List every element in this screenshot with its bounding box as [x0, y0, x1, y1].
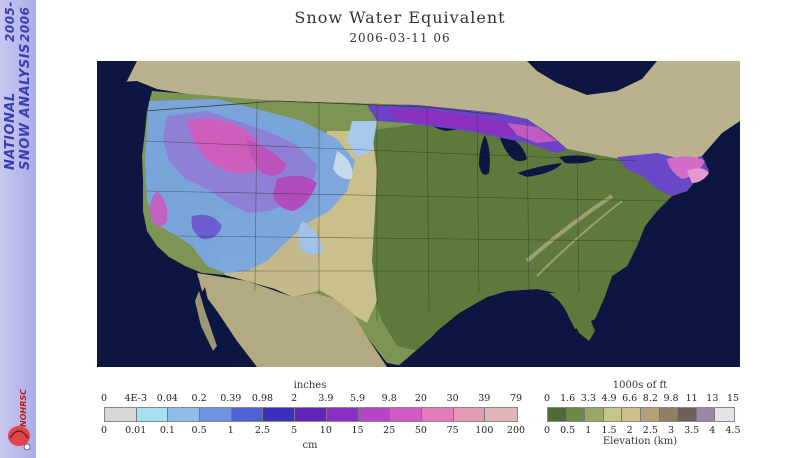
logo-text: NOHRSC	[19, 389, 28, 427]
legend-tick-label: 1	[585, 425, 592, 436]
legend-tick-label: 3.5	[684, 425, 700, 436]
legend-swatch	[358, 408, 391, 421]
legend-swatch	[678, 408, 697, 421]
legend-tick-label: 0.5	[560, 425, 576, 436]
swe-legend-unit-bottom: cm	[302, 440, 318, 451]
legend-tick-label: 4	[709, 425, 716, 436]
legend-tick-label: 25	[383, 425, 396, 436]
legend-tick-label: 200	[506, 425, 526, 436]
legend-swatch	[168, 408, 201, 421]
legend-swatch	[421, 408, 454, 421]
legend-tick-label: 100	[475, 425, 494, 436]
elev-legend-colorbar	[547, 407, 735, 422]
legend-tick-label: 5	[291, 425, 298, 436]
legend-swatch	[622, 408, 641, 421]
legend-swatch	[200, 408, 232, 421]
legend-swatch	[326, 408, 359, 421]
legend-tick-label: 0.2	[191, 393, 207, 404]
legend-tick-label: 13	[706, 393, 719, 404]
legend-tick-label: 1	[227, 425, 234, 436]
legend-swatch	[696, 408, 716, 421]
legend-tick-label: 9.8	[381, 393, 397, 404]
legend-tick-label: 1.6	[560, 393, 576, 404]
snow-cover-west	[145, 99, 355, 273]
elev-legend-unit-bottom: Elevation (km)	[602, 436, 678, 447]
legend-tick-label: 2	[291, 393, 298, 404]
legend-swatch	[715, 408, 734, 421]
legend-tick-label: 0	[100, 425, 108, 436]
legend-swatch	[603, 408, 623, 421]
legend-swatch	[105, 408, 137, 421]
legend-tick-label: 4.9	[601, 393, 617, 404]
legend-tick-label: 9.8	[663, 393, 679, 404]
legend-tick-label: 4.5	[725, 425, 741, 436]
map-title: Snow Water Equivalent	[294, 8, 506, 27]
legend-tick-label: 75	[446, 425, 459, 436]
legend-swatch	[231, 408, 264, 421]
legend-tick-label: 6.6	[622, 393, 638, 404]
legend-swatch	[585, 408, 604, 421]
legend-swatch	[295, 408, 327, 421]
legend-swatch	[566, 408, 586, 421]
legend-tick-label: 2.5	[254, 425, 271, 436]
legend-swatch	[453, 408, 486, 421]
legend-tick-label: 30	[446, 393, 459, 404]
legend-tick-label: 0	[543, 393, 551, 404]
legend-tick-label: 8.2	[642, 393, 658, 404]
elev-legend-unit-top: 1000s of ft	[612, 380, 668, 391]
legend-swatch	[263, 408, 296, 421]
nohrsc-logo-icon: NOHRSC	[8, 389, 31, 451]
legend-tick-label: 2.5	[642, 425, 658, 436]
snow-cover-north	[347, 105, 567, 157]
legend-tick-label: 5.9	[349, 393, 366, 404]
legend-tick-label: 3.9	[318, 393, 334, 404]
legend-tick-label: 2	[626, 425, 633, 436]
swe-legend-unit-top: inches	[293, 380, 327, 391]
map-timestamp: 2006-03-11 06	[349, 31, 451, 45]
legend-tick-label: 0	[543, 425, 551, 436]
legend-tick-label: 0	[100, 393, 108, 404]
legend-swatch	[136, 408, 169, 421]
legend-tick-label: 15	[351, 425, 364, 436]
sidebar-title-1: NATIONAL	[3, 92, 18, 170]
legend-tick-label: 10	[319, 425, 332, 436]
lake-huron	[499, 133, 527, 162]
legend-tick-label: 11	[685, 393, 698, 404]
legend-tick-label: 3.3	[580, 393, 596, 404]
sidebar: 2005- 2006 NATIONAL SNOW ANALYSIS NOHRSC	[0, 0, 36, 458]
legend-swatch	[640, 408, 660, 421]
legend-tick-label: 1.5	[601, 425, 617, 436]
legend-tick-label: 50	[414, 425, 427, 436]
legend-tick-label: 0.39	[220, 393, 242, 404]
legend-tick-label: 79	[509, 393, 523, 404]
legend-tick-label: 0.1	[159, 425, 175, 436]
sidebar-title-2: SNOW ANALYSIS	[18, 43, 33, 170]
legend-tick-label: 39	[478, 393, 491, 404]
legend-swatch	[548, 408, 567, 421]
legend-tick-label: 0.01	[125, 425, 147, 436]
swe-legend-colorbar	[104, 407, 518, 422]
legend-swatch	[390, 408, 422, 421]
legend-tick-label: 0.98	[251, 393, 274, 404]
legend-tick-label: 3	[667, 425, 675, 436]
snow-cover-northeast	[617, 153, 709, 196]
legend-swatch	[659, 408, 679, 421]
legend-tick-label: 20	[414, 393, 427, 404]
legend-tick-label: 0.04	[156, 393, 178, 404]
snow-map	[97, 61, 740, 367]
legend-tick-label: 0.5	[191, 425, 207, 436]
legend-tick-label: 15	[726, 393, 740, 404]
legend-swatch	[485, 408, 517, 421]
legend-tick-label: 4E-3	[124, 393, 147, 404]
